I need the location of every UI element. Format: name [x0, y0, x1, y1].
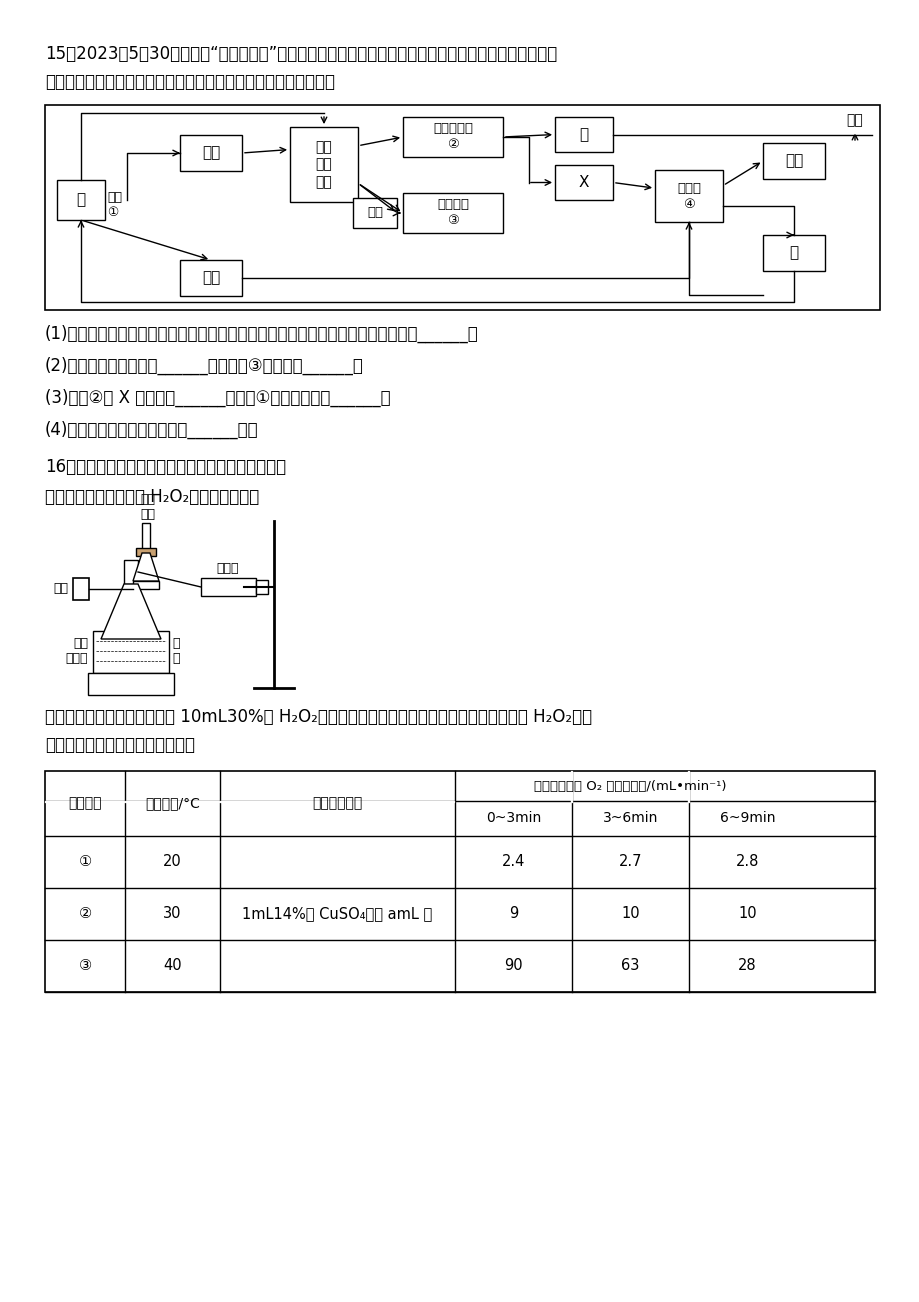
Text: 注射器: 注射器: [217, 562, 239, 575]
Bar: [289, 128, 357, 202]
Bar: [73, 578, 89, 600]
Bar: [180, 135, 242, 171]
Bar: [353, 198, 397, 228]
Bar: [57, 180, 105, 220]
Text: 2.7: 2.7: [618, 854, 641, 870]
Text: 氧气: 氧气: [201, 146, 220, 160]
Text: 水: 水: [76, 193, 85, 207]
Text: ②: ②: [78, 906, 92, 922]
Text: X: X: [578, 174, 588, 190]
Text: (4)此系统中循环利用的物质有______种。: (4)此系统中循环利用的物质有______种。: [45, 421, 258, 439]
Bar: [554, 165, 612, 201]
Bar: [762, 143, 824, 178]
Bar: [554, 117, 612, 152]
Text: 太空: 太空: [845, 113, 862, 128]
Text: 2.8: 2.8: [735, 854, 758, 870]
Bar: [255, 579, 267, 594]
Polygon shape: [687, 771, 688, 802]
Text: 活塞: 活塞: [53, 582, 68, 595]
Bar: [654, 171, 722, 223]
Text: 宇航员代谢
②: 宇航员代谢 ②: [433, 122, 472, 151]
Text: 2.4: 2.4: [501, 854, 525, 870]
Text: (1)空间站内的空气要与地球上的空气组成基本一致，其中氧气与氮气的体积比约为______。: (1)空间站内的空气要与地球上的空气组成基本一致，其中氧气与氮气的体积比约为__…: [45, 326, 478, 344]
Text: 内的空气需与我们周围的空气组成相近，主要采用以下循环系统：: 内的空气需与我们周围的空气组成相近，主要采用以下循环系统：: [45, 73, 335, 91]
Text: 10: 10: [737, 906, 756, 922]
Polygon shape: [101, 585, 161, 639]
Text: (3)反应②中 X 的名称为______；反应①的基本类型为______。: (3)反应②中 X 的名称为______；反应①的基本类型为______。: [45, 389, 391, 408]
Bar: [403, 193, 503, 233]
Text: 6~9min: 6~9min: [719, 811, 775, 825]
Bar: [88, 673, 174, 695]
Text: 0~3min: 0~3min: [485, 811, 540, 825]
Bar: [136, 548, 156, 556]
Bar: [45, 771, 874, 992]
Text: (2)空间站内氧气来源有______种，反应③的优点是______。: (2)空间站内氧气来源有______种，反应③的优点是______。: [45, 357, 364, 375]
Text: 水
浴: 水 浴: [172, 637, 179, 665]
Text: 28: 28: [737, 958, 756, 974]
Bar: [762, 234, 824, 271]
Text: 恒温
加热器: 恒温 加热器: [65, 637, 88, 665]
Text: ③: ③: [78, 958, 92, 974]
Text: ①: ①: [78, 854, 92, 870]
Text: 锥形瓶内试剂: 锥形瓶内试剂: [312, 797, 362, 811]
Text: 10: 10: [620, 906, 639, 922]
Bar: [45, 105, 879, 310]
Bar: [403, 117, 503, 158]
Bar: [133, 581, 159, 589]
Text: 电解
①: 电解 ①: [107, 191, 122, 219]
Text: 分液
漏斗: 分液 漏斗: [141, 493, 155, 521]
Text: 9: 9: [508, 906, 517, 922]
Text: 30: 30: [163, 906, 182, 922]
Text: 空间
站内
空气: 空间 站内 空气: [315, 141, 332, 189]
Bar: [200, 578, 255, 596]
Text: 催化剂
④: 催化剂 ④: [676, 181, 700, 211]
Text: 15．2023年5月30日，我国“神舟十六号”载人航天飞船成功发射。为保证航天员正常的生命活动，空间站: 15．2023年5月30日，我国“神舟十六号”载人航天飞船成功发射。为保证航天员…: [45, 46, 557, 62]
Text: 40: 40: [163, 958, 182, 974]
Bar: [180, 260, 242, 296]
Text: 各时间段生成 O₂ 的平均速率/(mL•min⁻¹): 各时间段生成 O₂ 的平均速率/(mL•min⁻¹): [534, 780, 726, 793]
Text: 水: 水: [789, 246, 798, 260]
Bar: [93, 631, 169, 673]
Text: 实验序号: 实验序号: [68, 797, 102, 811]
Text: 16．化学小组设计如图实验探究氧气的制取和性质。: 16．化学小组设计如图实验探究氧气的制取和性质。: [45, 458, 286, 477]
Polygon shape: [571, 771, 572, 802]
Text: 90: 90: [504, 958, 522, 974]
Text: 氢气: 氢气: [201, 271, 220, 285]
Text: 氧气: 氧气: [367, 207, 382, 220]
Text: 甲烷: 甲烷: [784, 154, 802, 168]
Text: 超氧化物
③: 超氧化物 ③: [437, 198, 469, 228]
Text: 3~6min: 3~6min: [602, 811, 657, 825]
Text: 水溶温度/°C: 水溶温度/°C: [145, 797, 199, 811]
Text: 【探究一】探究温度对 H₂O₂催化分解的影响: 【探究一】探究温度对 H₂O₂催化分解的影响: [45, 488, 259, 506]
Text: 水: 水: [579, 128, 588, 142]
Bar: [124, 560, 138, 585]
Polygon shape: [133, 553, 159, 581]
Text: 20: 20: [163, 854, 182, 870]
Text: 63: 63: [620, 958, 639, 974]
Bar: [142, 523, 150, 553]
Text: 实验步骤：向分液漏斗中加入 10mL30%的 H₂O₂溶液，锥形瓶内加入不同试剂，打开活塞，加入 H₂O₂溶液: 实验步骤：向分液漏斗中加入 10mL30%的 H₂O₂溶液，锥形瓶内加入不同试剂…: [45, 708, 592, 727]
Text: 1mL14%的 CuSO₄溶液 amL 水: 1mL14%的 CuSO₄溶液 amL 水: [242, 906, 432, 922]
Text: 后立即关闭活塞。记录数据如表。: 后立即关闭活塞。记录数据如表。: [45, 736, 195, 754]
